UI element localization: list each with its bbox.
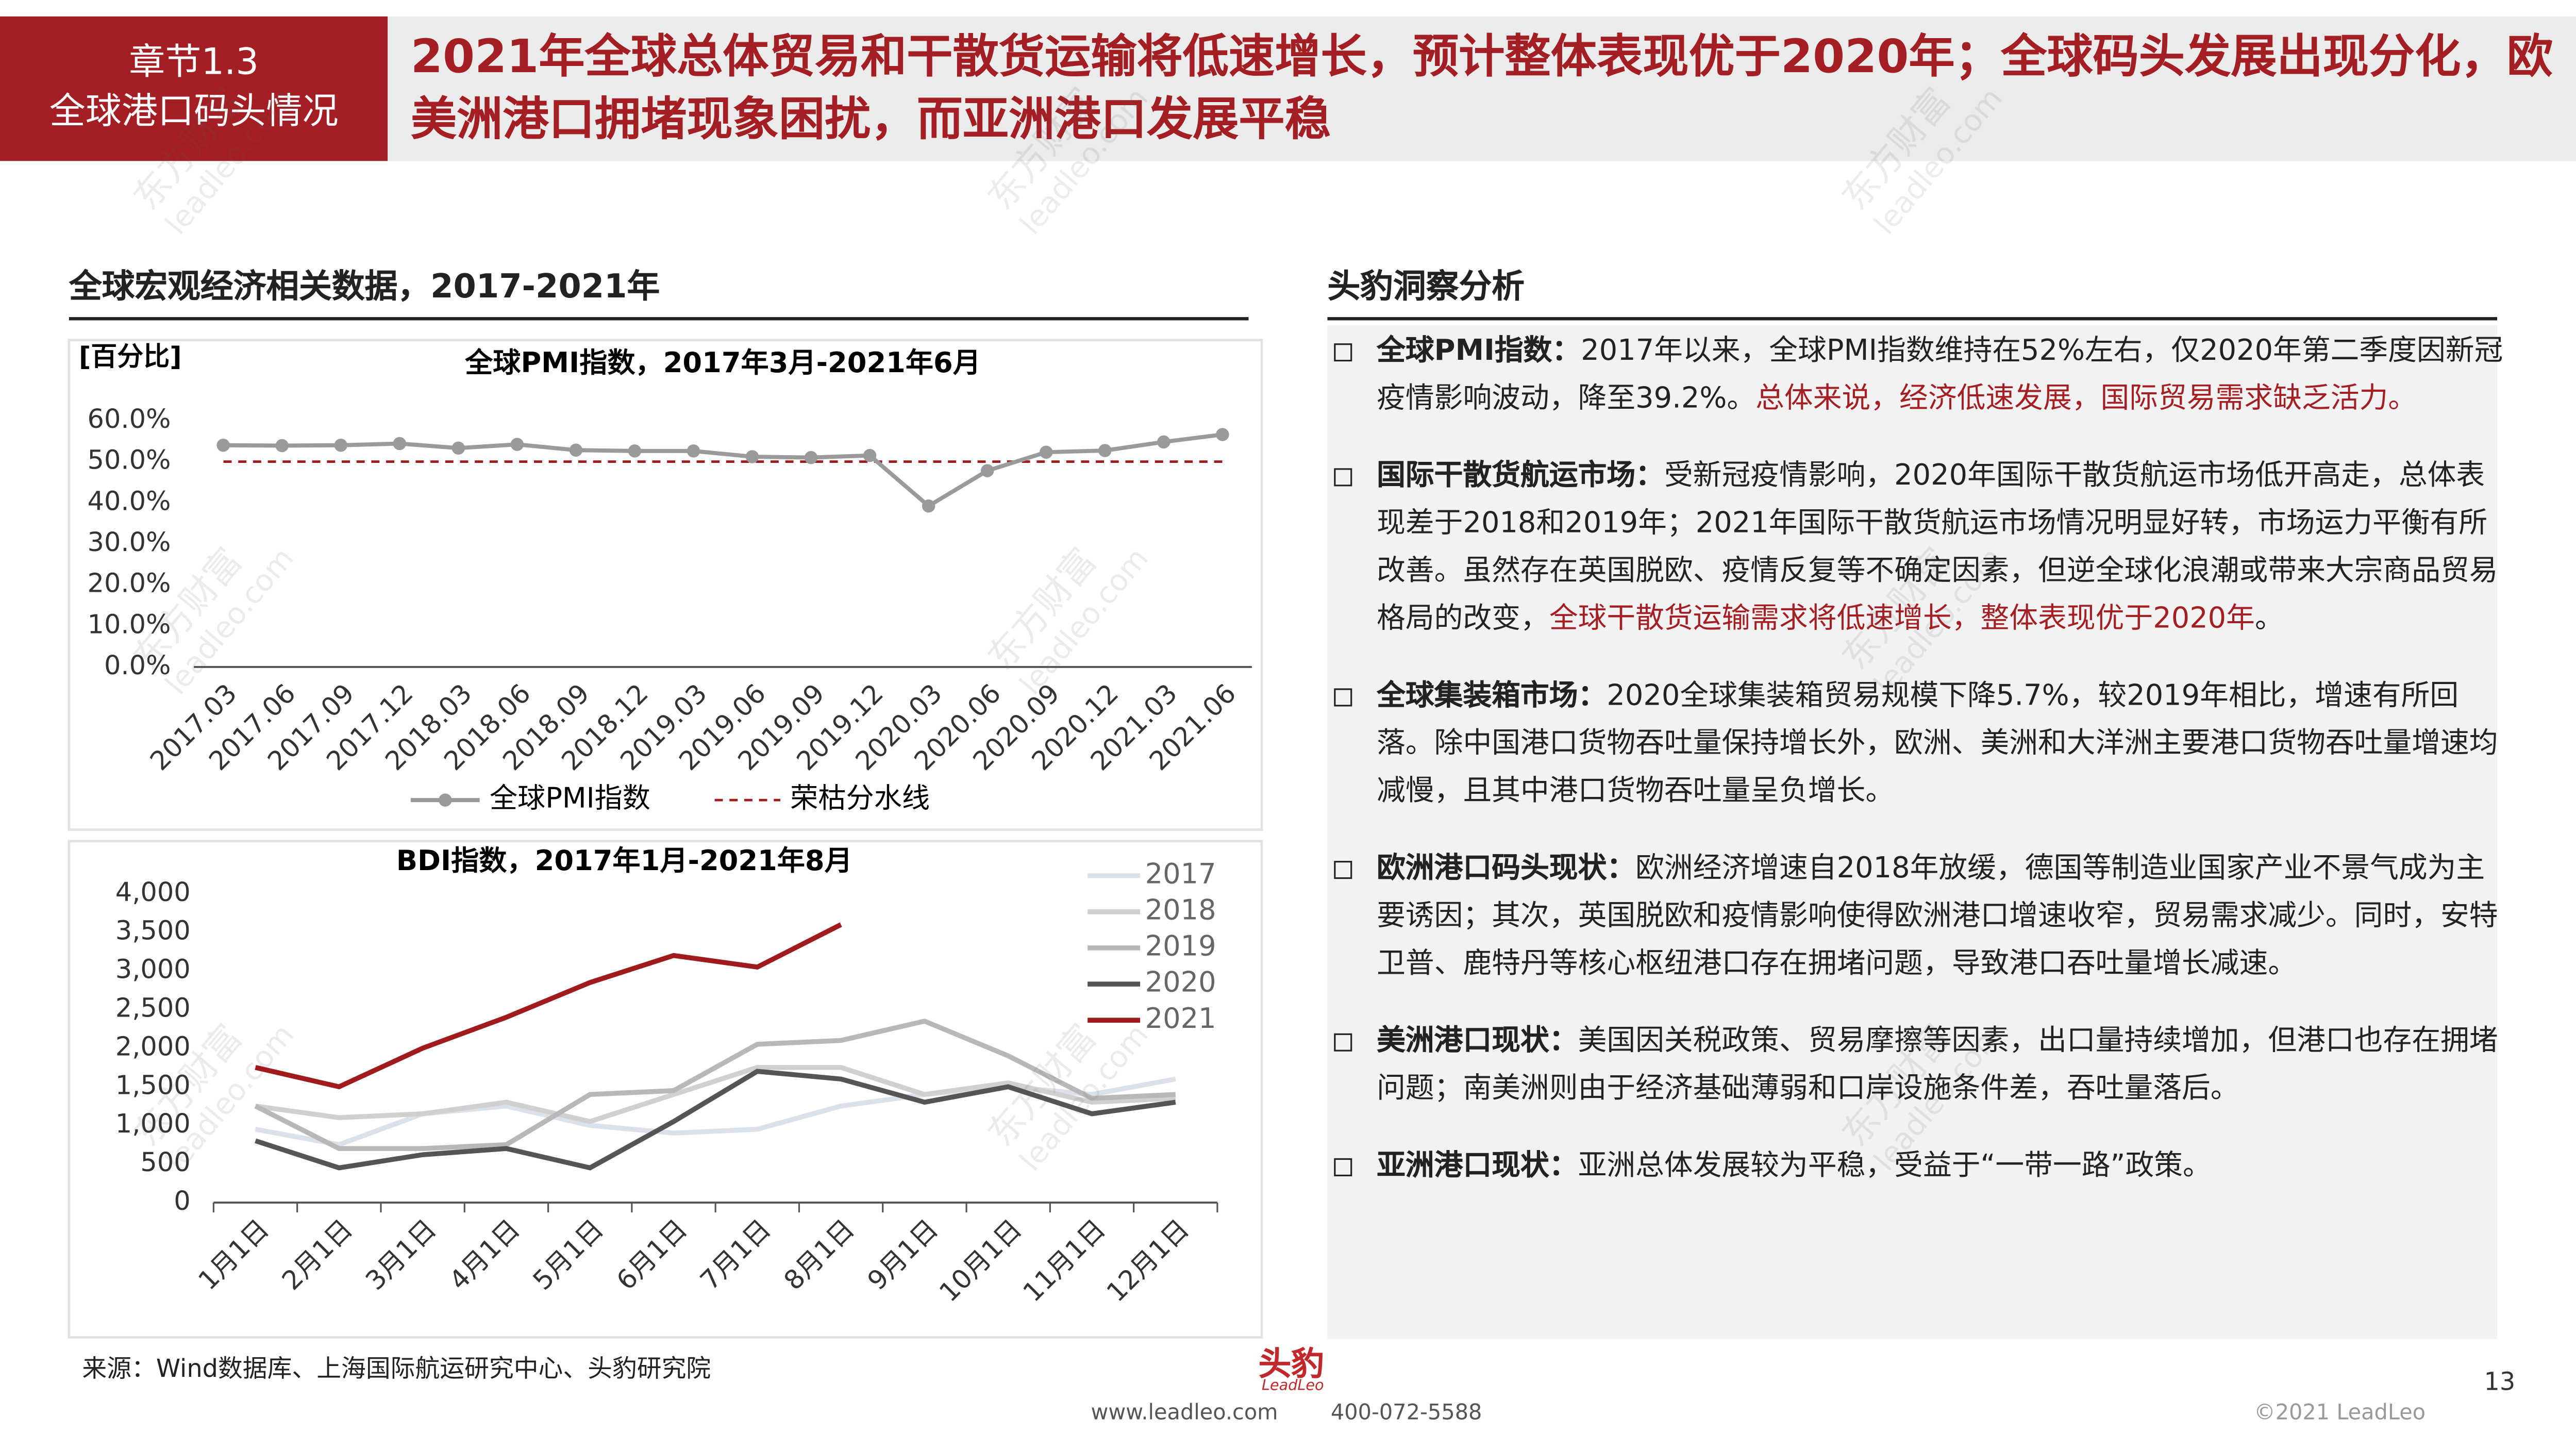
point <box>216 438 230 452</box>
legend-label: 2020 <box>1145 966 1216 998</box>
point <box>804 451 818 464</box>
analysis-item: 全球集装箱市场：2020全球集装箱贸易规模下降5.7%，较2019年相比，增速有… <box>1328 674 2504 817</box>
y-tick-label: 4,000 <box>115 877 191 908</box>
y-tick-label: 0.0% <box>104 651 171 681</box>
point <box>1039 445 1053 459</box>
y-tick-label: 40.0% <box>88 486 171 517</box>
series-line <box>223 432 1223 509</box>
legend-label: 全球PMI指数 <box>490 782 650 814</box>
logo: 头豹 <box>1258 1344 1325 1384</box>
y-tick-label: 10.0% <box>88 609 171 640</box>
item-text: 亚洲总体发展较为平稳，受益于“一带一路”政策。 <box>1578 1150 2212 1183</box>
item-text: 欧洲经济增速自2018年放缓，德国等制造业国家产业不景气成为主要诱因；其次，英国… <box>1377 853 2498 981</box>
y-tick-label: 60.0% <box>88 404 171 435</box>
legend-label: 2021 <box>1145 1002 1216 1035</box>
legend-label: 2018 <box>1145 893 1216 926</box>
point <box>569 443 583 457</box>
series-line <box>254 1018 1176 1151</box>
item-text: 2020全球集装箱贸易规模下降5.7%，较2019年相比，增速有所回落。除中国港… <box>1377 680 2498 809</box>
y-tick-label: 2,500 <box>115 993 191 1023</box>
title-band <box>388 16 2576 161</box>
page-number: 13 <box>2484 1367 2516 1397</box>
item-text: 美国因关税政策、贸易摩擦等因素，出口量持续增加，但港口也存在拥堵问题；南美洲则由… <box>1377 1025 2498 1106</box>
series-line <box>255 1065 1176 1124</box>
point <box>745 450 759 463</box>
website: www.leadleo.com <box>1091 1401 1278 1426</box>
section-number: 章节1.3 <box>129 42 259 84</box>
page-title: 2021年全球总体贸易和干散货运输将低速增长，预计整体表现优于2020年；全球码… <box>410 29 2553 146</box>
y-tick-label: 0 <box>174 1186 190 1217</box>
item-label: 全球PMI指数： <box>1377 335 1581 368</box>
y-tick-label: 3,500 <box>115 916 191 946</box>
item-label: 欧洲港口码头现状： <box>1377 853 1636 886</box>
phone: 400-072-5588 <box>1330 1401 1482 1426</box>
item-text: 。 <box>2254 603 2284 636</box>
point <box>393 437 407 451</box>
item-label: 亚洲港口现状： <box>1377 1150 1578 1183</box>
point <box>863 448 877 462</box>
copyright: ©2021 LeadLeo <box>2254 1401 2426 1426</box>
source: 来源：Wind数据库、上海国际航运研究中心、头豹研究院 <box>82 1354 711 1384</box>
analysis-item: 欧洲港口码头现状：欧洲经济增速自2018年放缓，德国等制造业国家产业不景气成为主… <box>1328 846 2504 989</box>
item-text: 全球干散货运输需求将低速增长，整体表现优于2020年 <box>1549 603 2255 636</box>
series-line <box>255 922 842 1090</box>
point <box>1157 435 1170 449</box>
item-label: 国际干散货航运市场： <box>1377 460 1664 493</box>
point <box>628 444 642 458</box>
point <box>980 464 994 477</box>
item-label: 全球集装箱市场： <box>1377 680 1607 713</box>
series-line <box>255 1069 1176 1171</box>
y-tick-label: 3,000 <box>115 955 191 985</box>
chart-frame <box>68 339 1263 831</box>
y-tick-label: 500 <box>140 1147 190 1178</box>
legend-label: 2017 <box>1145 857 1216 890</box>
analysis-item: 美洲港口现状：美国因关税政策、贸易摩擦等因素，出口量持续增加，但港口也存在拥堵问… <box>1328 1019 2504 1114</box>
section-box: 章节1.3 全球港口码头情况 <box>0 16 388 161</box>
y-tick-label: 50.0% <box>88 445 171 476</box>
item-text: 受新冠疫情影响，2020年国际干散货航运市场低开高走，总体表现差于2018和20… <box>1377 460 2498 636</box>
point <box>1098 444 1112 457</box>
legend-marker <box>439 793 452 807</box>
y-tick-label: 2,000 <box>115 1031 191 1062</box>
point <box>922 499 935 513</box>
item-text: 2017年以来，全球PMI指数维持在52%左右，仅2020年第二季度因新冠疫情影… <box>1377 335 2503 416</box>
analysis-item: 全球PMI指数：2017年以来，全球PMI指数维持在52%左右，仅2020年第二… <box>1328 328 2504 424</box>
point <box>451 441 465 455</box>
y-tick-label: 30.0% <box>88 527 171 558</box>
point <box>275 439 289 453</box>
point <box>687 444 700 458</box>
analysis-item: 国际干散货航运市场：受新冠疫情影响，2020年国际干散货航运市场低开高走，总体表… <box>1328 454 2504 644</box>
y-tick-label: 1,000 <box>115 1109 191 1139</box>
analysis-item: 亚洲港口现状：亚洲总体发展较为平稳，受益于“一带一路”政策。 <box>1328 1143 2504 1191</box>
point <box>1216 428 1229 441</box>
analysis-panel <box>1327 325 2497 1339</box>
chart-title: BDI指数，2017年1月-2021年8月 <box>396 844 852 877</box>
y-tick-label: 1,500 <box>115 1070 191 1101</box>
legend-label: 荣枯分水线 <box>790 782 930 814</box>
left-heading: 全球宏观经济相关数据，2017-2021年 <box>69 260 1249 321</box>
section-name: 全球港口码头情况 <box>49 92 339 134</box>
right-heading: 头豹洞察分析 <box>1327 260 2497 321</box>
item-label: 美洲港口现状： <box>1377 1025 1578 1058</box>
chart-title: 全球PMI指数，2017年3月-2021年6月 <box>464 346 981 379</box>
item-text: 总体来说，经济低速发展，国际贸易需求缺乏活力。 <box>1755 382 2417 416</box>
y-tick-label: 20.0% <box>88 569 171 599</box>
point <box>334 438 347 452</box>
point <box>510 438 524 451</box>
legend-label: 2019 <box>1145 930 1216 962</box>
analysis-list: 全球PMI指数：2017年以来，全球PMI指数维持在52%左右，仅2020年第二… <box>1328 328 2504 1221</box>
y-unit: [百分比] <box>79 342 182 372</box>
logo-sub: LeadLeo <box>1262 1378 1324 1395</box>
